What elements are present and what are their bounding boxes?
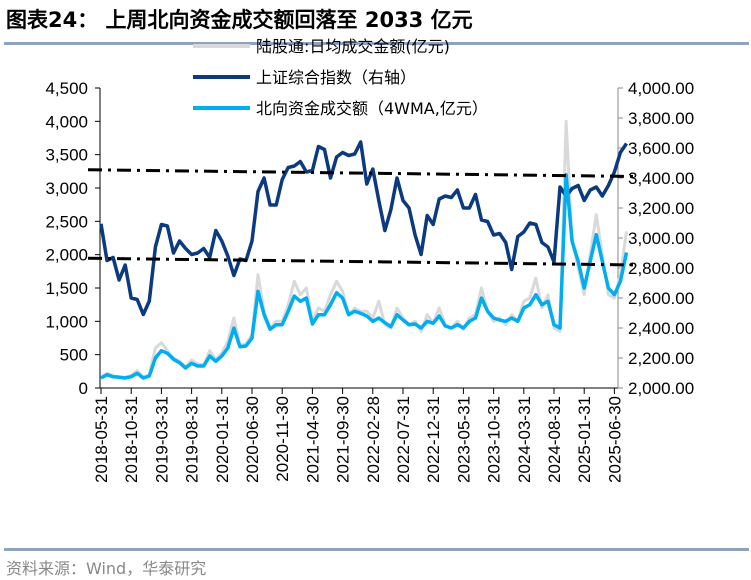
x-axis-tick-label: 2018-10-31 (122, 396, 141, 483)
title-divider (4, 42, 749, 45)
x-axis-tick-label: 2024-03-31 (515, 396, 534, 483)
left-axis-tick-label: 0 (79, 379, 88, 398)
x-axis-tick-label: 2022-12-31 (424, 396, 443, 483)
x-axis-tick-label: 2020-06-30 (243, 396, 262, 483)
reference-line-lower (87, 256, 639, 267)
right-axis-tick-label: 3,600.00 (628, 139, 694, 158)
right-axis-tick-label: 2,000.00 (628, 379, 694, 398)
right-axis-tick-label: 2,400.00 (628, 319, 694, 338)
x-axis-tick-label: 2021-09-30 (334, 396, 353, 483)
right-axis-tick-label: 4,000.00 (628, 79, 694, 98)
legend-daily-turnover-label: 陆股通:日均成交金额(亿元) (256, 37, 450, 56)
x-axis-tick-label: 2022-02-28 (364, 396, 383, 483)
left-axis-tick-label: 4,000 (45, 112, 88, 131)
x-axis-tick-label: 2020-01-31 (213, 396, 232, 483)
legend-northbound-4wma-label: 北向资金成交额（4WMA,亿元） (256, 99, 488, 118)
right-axis-tick-label: 3,200.00 (628, 199, 694, 218)
series-line-sse-index (99, 140, 628, 317)
x-axis-tick-label: 2023-05-31 (454, 396, 473, 483)
left-axis-tick-label: 4,500 (45, 79, 88, 98)
x-axis-tick-label: 2019-08-31 (183, 396, 202, 483)
x-axis-tick-label: 2025-01-31 (575, 396, 594, 483)
x-axis-tick-label: 2020-11-30 (273, 396, 292, 482)
right-axis-tick-label: 2,600.00 (628, 289, 694, 308)
reference-line-upper (87, 168, 639, 178)
series-line-northbound-4wma (100, 172, 629, 380)
right-axis-tick-label: 3,800.00 (628, 109, 694, 128)
x-axis-tick-label: 2021-04-30 (303, 396, 322, 483)
left-axis-tick-label: 3,000 (45, 179, 88, 198)
series-line-daily-turnover (100, 119, 628, 379)
x-axis-tick-label: 2019-03-31 (152, 396, 171, 483)
source-note: 资料来源：Wind，华泰研究 (6, 559, 207, 578)
right-axis-tick-label: 3,000.00 (628, 229, 694, 248)
x-axis-tick-label: 2024-08-31 (545, 396, 564, 483)
legend-sse-index-label: 上证综合指数（右轴） (256, 68, 416, 87)
x-axis-tick-label: 2018-05-31 (92, 396, 111, 483)
right-axis-tick-label: 2,800.00 (628, 259, 694, 278)
right-axis-tick-label: 3,400.00 (628, 169, 694, 188)
left-axis-tick-label: 1,000 (45, 312, 88, 331)
x-axis-tick-label: 2025-06-30 (605, 396, 624, 483)
left-axis-tick-label: 2,500 (45, 212, 88, 231)
left-axis-tick-label: 2,000 (45, 246, 88, 265)
source-divider (4, 548, 749, 551)
right-axis-tick-label: 2,200.00 (628, 349, 694, 368)
chart-title: 图表24： 上周北向资金成交额回落至 2033 亿元 (6, 8, 473, 32)
left-axis-tick-label: 3,500 (45, 146, 88, 165)
left-axis-tick-label: 1,500 (45, 279, 88, 298)
x-axis-tick-label: 2023-10-31 (485, 396, 504, 483)
left-axis-tick-label: 500 (60, 346, 88, 365)
x-axis-tick-label: 2022-07-31 (394, 396, 413, 483)
